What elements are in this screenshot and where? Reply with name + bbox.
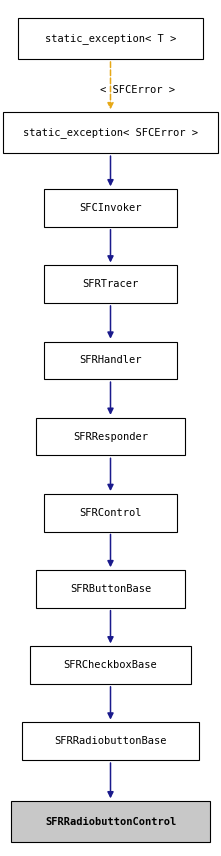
- Text: < SFCError >: < SFCError >: [99, 85, 175, 95]
- FancyBboxPatch shape: [36, 570, 185, 608]
- Text: SFRButtonBase: SFRButtonBase: [70, 584, 151, 594]
- Text: SFRHandler: SFRHandler: [79, 355, 142, 366]
- FancyBboxPatch shape: [3, 112, 218, 153]
- FancyBboxPatch shape: [30, 646, 191, 684]
- Text: SFRRadiobuttonBase: SFRRadiobuttonBase: [54, 736, 167, 746]
- FancyBboxPatch shape: [44, 265, 177, 303]
- FancyBboxPatch shape: [36, 418, 185, 455]
- FancyBboxPatch shape: [44, 342, 177, 379]
- Text: SFRTracer: SFRTracer: [82, 279, 139, 289]
- Text: SFRResponder: SFRResponder: [73, 431, 148, 442]
- Text: SFCInvoker: SFCInvoker: [79, 203, 142, 213]
- Text: SFRRadiobuttonControl: SFRRadiobuttonControl: [45, 817, 176, 827]
- Text: SFRCheckboxBase: SFRCheckboxBase: [64, 660, 157, 670]
- FancyBboxPatch shape: [44, 189, 177, 227]
- Text: static_exception< SFCError >: static_exception< SFCError >: [23, 128, 198, 138]
- FancyBboxPatch shape: [18, 18, 203, 59]
- Text: static_exception< T >: static_exception< T >: [45, 33, 176, 44]
- FancyBboxPatch shape: [22, 722, 199, 760]
- Text: SFRControl: SFRControl: [79, 508, 142, 518]
- FancyBboxPatch shape: [44, 494, 177, 532]
- FancyBboxPatch shape: [11, 801, 210, 842]
